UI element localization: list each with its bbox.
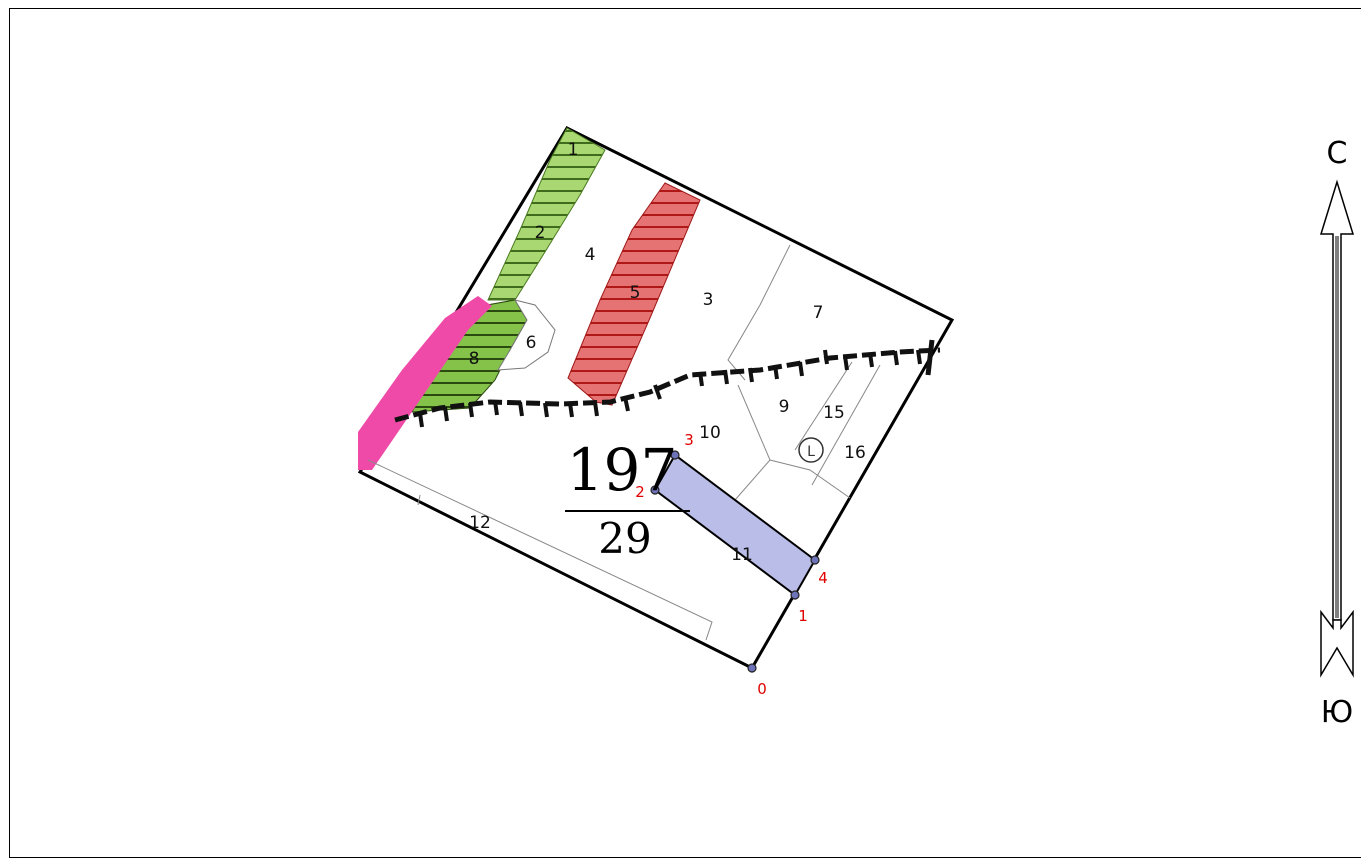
parcel-label-5: 5 [630, 283, 641, 303]
building-symbol-glyph: L [807, 444, 815, 460]
cadastral-numerator: 197 [567, 436, 678, 504]
parcel-label-2: 2 [535, 223, 546, 243]
cadastral-denominator: 29 [598, 514, 651, 563]
magenta-edge [358, 296, 492, 470]
parcel-label-16: 16 [844, 443, 866, 463]
parcel-label-8: 8 [469, 349, 480, 369]
parcel-label-3: 3 [703, 290, 714, 310]
parcel-6-outline [497, 299, 556, 371]
building-symbol [798, 437, 824, 463]
parcel-label-9: 9 [779, 397, 790, 417]
compass-arrow [1319, 179, 1355, 678]
escarpment-ticks [418, 349, 922, 428]
parcel-label-1: 1 [568, 140, 579, 160]
parcel-label-7: 7 [813, 303, 824, 323]
parcel-label-4: 4 [585, 245, 596, 265]
parcel-label-6: 6 [526, 333, 537, 353]
parcel-label-11: 11 [731, 545, 753, 565]
vertex-label-2: 2 [635, 483, 645, 501]
parcel-label-15: 15 [823, 403, 845, 423]
parcel-label-10: 10 [699, 423, 721, 443]
vertex-label-4: 4 [818, 569, 828, 587]
vertex-label-3: 3 [684, 431, 694, 449]
vertex-markers [650, 450, 820, 673]
compass-south-label: Ю [1321, 695, 1353, 730]
parcel-label-12: 12 [469, 513, 491, 533]
compass-north-label: С [1327, 136, 1348, 171]
vertex-label-0: 0 [757, 680, 767, 698]
escarpment-line [394, 347, 941, 423]
vertex-label-1: 1 [798, 607, 808, 625]
